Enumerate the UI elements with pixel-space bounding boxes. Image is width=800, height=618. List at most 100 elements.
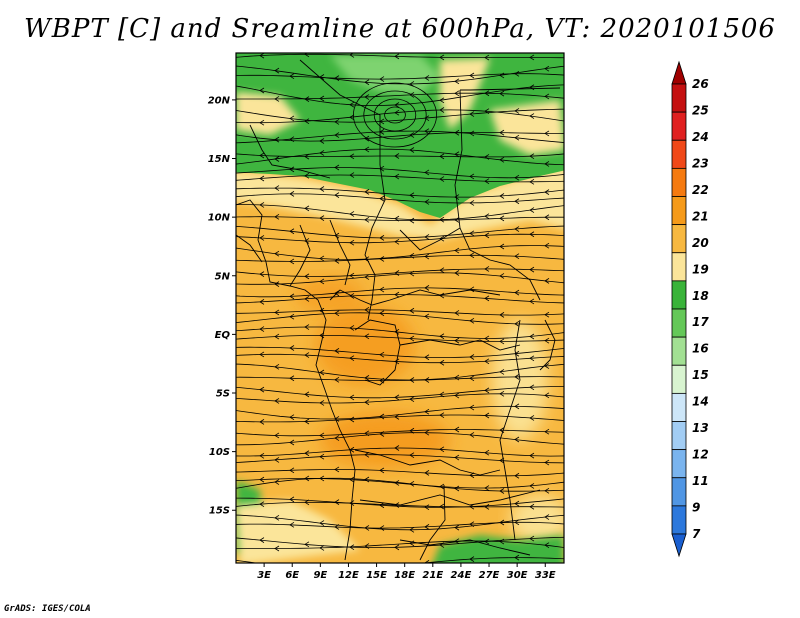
streamline-arrow [349,239,355,246]
streamline-arrow [439,97,445,104]
streamline-arrow [514,374,520,380]
streamline-arrow [439,292,445,299]
streamline-arrow [454,337,460,344]
streamline-arrow [439,412,445,418]
streamline [236,167,564,179]
streamline-arrow [499,390,505,397]
streamline-arrow [259,271,265,277]
streamline [236,353,564,364]
streamline-arrow [259,235,265,241]
streamline [236,268,564,277]
streamline-arrow [289,414,295,421]
streamline-arrow [469,375,475,382]
streamline-arrow [409,526,415,533]
colorbar-segment [671,167,687,197]
border-15 [249,124,331,179]
streamline-arrow [454,310,460,316]
streamline-arrow [319,520,325,526]
streamline-arrow [544,337,550,344]
streamline-arrow [364,274,370,280]
streamline-arrow [514,198,520,205]
streamline-arrow [319,95,325,102]
streamline-arrow [469,200,475,206]
streamline [236,497,564,508]
colorbar-label: 12 [692,448,709,462]
streamline-arrow [484,335,490,342]
streamline-arrow [289,115,295,122]
streamline-arrow [364,399,370,406]
streamline-arrow [319,255,325,262]
streamline-arrow [469,432,475,438]
colorbar: 26 25 24 23 22 21 20 19 18 17 16 15 14 13 12 11 9 7 [671,60,709,558]
streamline-arrow [349,293,355,299]
streamline [236,153,564,158]
streamline [236,312,564,325]
x-tick-label: 6E [285,570,299,581]
streamline-arrow [304,475,310,482]
streamline [236,254,564,262]
streamline-arrow [394,480,400,486]
streamline [236,414,564,423]
streamline-arrow [424,128,430,135]
x-tick-label: 27E [479,570,500,581]
streamline-arrow [379,467,385,474]
streamline-arrow [439,107,445,113]
streamline-arrow [529,207,535,213]
streamline [236,92,564,100]
streamline-arrow [544,428,550,435]
streamline-arrow [439,235,445,242]
streamline-arrow [544,65,550,72]
streamline-arrow [409,147,415,153]
streamline-arrow [439,333,445,340]
x-tick-label: 3E [257,570,271,581]
streamline [236,174,564,183]
streamline-arrow [499,488,505,494]
colorbar-label: 25 [692,103,709,117]
streamline-arrow [349,153,355,160]
y-tick-label: 5S [216,389,230,400]
streamline-arrow [469,354,475,360]
streamline [236,65,564,85]
streamline-arrow [274,67,280,74]
colorbar-segment [671,392,687,422]
streamline-arrow [259,501,265,508]
streamline-arrow [454,270,460,276]
streamline-arrow [529,179,535,185]
streamline-arrow [304,499,310,506]
x-tick-label: 24E [451,570,472,581]
streamline-arrow [484,232,490,239]
streamline-arrow [484,358,490,365]
streamline-arrow [439,483,445,490]
streamline-arrow [334,192,340,198]
streamline [236,376,564,381]
streamline-arrow [454,194,460,200]
x-tick-label: 30E [507,570,528,581]
border-7 [499,319,521,541]
streamline-arrow [364,216,370,223]
border-13 [454,89,463,229]
y-tick-label: 15S [209,506,230,517]
streamline-arrow [379,525,385,531]
streamline-arrow [529,415,535,421]
streamline-arrow [454,90,460,97]
streamline-arrow [469,556,475,562]
streamline-arrow [319,369,325,376]
streamline-arrow [544,214,550,221]
streamline-arrow [349,101,355,108]
streamline-arrow [379,195,385,202]
streamline-arrow [334,164,340,171]
streamline-arrow [334,466,340,473]
streamline-arrow [394,291,400,298]
grads-credit: GrADS: IGES/COLA [4,604,91,614]
streamline-arrow [514,350,520,357]
streamline-arrow [529,231,535,238]
streamline-arrow [484,387,490,394]
streamline-arrow [424,377,430,383]
colorbar-segment [671,252,687,282]
streamline-arrow [304,324,310,330]
streamline-arrow [424,470,430,476]
streamline-arrow [469,317,475,324]
streamline [236,53,564,59]
streamline-arrow [409,192,415,199]
streamline-arrow [409,335,415,342]
